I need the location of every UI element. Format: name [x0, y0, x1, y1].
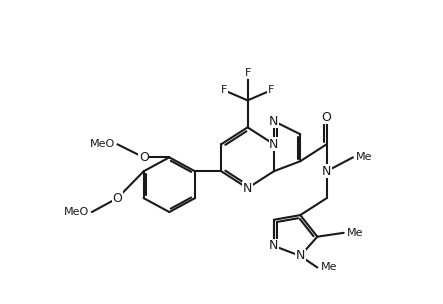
Text: N: N [269, 115, 279, 128]
Text: N: N [269, 138, 279, 151]
Text: F: F [245, 68, 251, 78]
Text: MeO: MeO [64, 207, 89, 217]
Text: N: N [243, 182, 252, 195]
Text: F: F [221, 85, 228, 95]
Text: N: N [269, 240, 279, 252]
Text: Me: Me [320, 262, 337, 272]
Text: O: O [322, 111, 331, 124]
Text: F: F [268, 85, 274, 95]
Text: MeO: MeO [90, 139, 115, 149]
Text: N: N [295, 249, 305, 262]
Text: O: O [113, 192, 122, 205]
Text: Me: Me [347, 228, 363, 238]
Text: Me: Me [356, 152, 373, 162]
Text: N: N [322, 165, 331, 178]
Text: O: O [139, 151, 149, 164]
